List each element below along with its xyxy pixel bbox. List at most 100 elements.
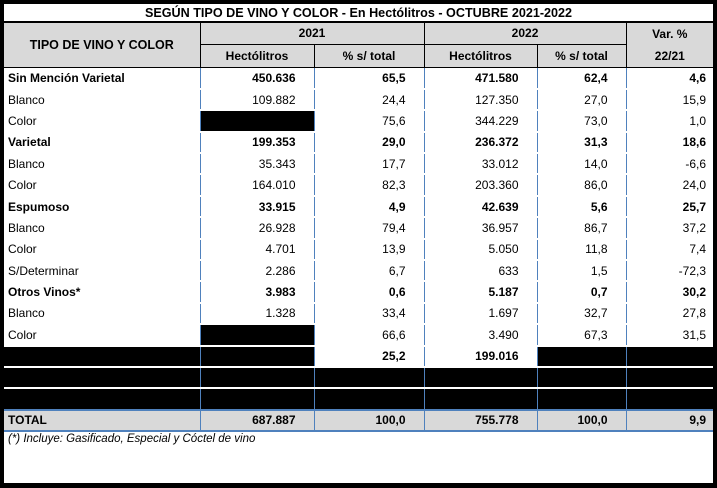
cell-pct-2021: 0,6 bbox=[314, 281, 425, 304]
total-hl-2022-cell: 755.778 bbox=[424, 409, 538, 433]
cell-hl-2021: 2.286 bbox=[200, 260, 315, 283]
cell-pct-2021: 75,6 bbox=[314, 110, 425, 133]
cell-pct-2021: 33,4 bbox=[314, 302, 425, 326]
cell-pct-2022: 86,7 bbox=[537, 217, 627, 240]
redacted-cell bbox=[200, 110, 315, 133]
table-row: Blanco 35.343 17,7 33.012 14,0 -6,6 bbox=[4, 153, 713, 176]
cell-hl-2021: 199.353 bbox=[200, 131, 315, 155]
row-label-cell: Espumoso bbox=[4, 195, 201, 219]
header-year-2022: 2022 bbox=[423, 23, 627, 45]
redacted-cell bbox=[537, 345, 627, 368]
cell-var-pct: 1,0 bbox=[626, 110, 713, 133]
cell-pct-2022: 14,0 bbox=[537, 153, 627, 176]
cell-hl-2022: 3.490 bbox=[424, 324, 538, 347]
table-row: Color 66,6 3.490 67,3 31,5 bbox=[4, 324, 713, 347]
cell-pct-2022: 1,5 bbox=[537, 260, 627, 283]
header-hectolitros-2021: Hectólitros bbox=[200, 43, 315, 69]
redacted-cell bbox=[4, 345, 201, 368]
table-row bbox=[4, 366, 713, 390]
total-row: TOTAL 687.887 100,0 755.778 100,0 9,9 bbox=[4, 409, 713, 433]
table-row: Otros Vinos* 3.983 0,6 5.187 0,7 30,2 bbox=[4, 281, 713, 304]
cell-pct-2021: 13,9 bbox=[314, 238, 425, 262]
cell-var-pct: -72,3 bbox=[626, 260, 713, 283]
cell-pct-2021: 66,6 bbox=[314, 324, 425, 347]
cell-pct-2021: 6,7 bbox=[314, 260, 425, 283]
cell-pct-2022: 27,0 bbox=[537, 88, 627, 112]
table-row: Espumoso 33.915 4,9 42.639 5,6 25,7 bbox=[4, 195, 713, 219]
cell-hl-2022: 633 bbox=[424, 260, 538, 283]
total-hl-2021-cell: 687.887 bbox=[200, 409, 315, 433]
cell-pct-2021: 25,2 bbox=[314, 345, 425, 368]
table-header: TIPO DE VINO Y COLOR 2021 2022 Var. % 22… bbox=[4, 23, 713, 69]
cell-pct-2021: 24,4 bbox=[314, 88, 425, 112]
cell-hl-2021: 450.636 bbox=[200, 67, 315, 90]
cell-hl-2022: 1.697 bbox=[424, 302, 538, 326]
redacted-cell bbox=[200, 388, 315, 411]
cell-pct-2022: 62,4 bbox=[537, 67, 627, 90]
redacted-cell bbox=[424, 366, 538, 390]
cell-var-pct: 27,8 bbox=[626, 302, 713, 326]
cell-hl-2022: 127.350 bbox=[424, 88, 538, 112]
redacted-cell bbox=[314, 366, 425, 390]
header-hectolitros-2022: Hectólitros bbox=[423, 43, 538, 69]
cell-hl-2022: 236.372 bbox=[424, 131, 538, 155]
cell-pct-2021: 65,5 bbox=[314, 67, 425, 90]
cell-pct-2021: 17,7 bbox=[314, 153, 425, 176]
header-pct-total-2021: % s/ total bbox=[313, 43, 425, 69]
row-label-cell: Color bbox=[4, 174, 201, 197]
row-label-cell: Color bbox=[4, 324, 201, 347]
row-label-cell: Blanco bbox=[4, 88, 201, 112]
table-row: Color 164.010 82,3 203.360 86,0 24,0 bbox=[4, 174, 713, 197]
cell-hl-2022: 199.016 bbox=[424, 345, 538, 368]
redacted-cell bbox=[4, 388, 201, 411]
table-row: 25,2 199.016 bbox=[4, 345, 713, 368]
row-label-cell: Blanco bbox=[4, 302, 201, 326]
total-body: TOTAL 687.887 100,0 755.778 100,0 9,9 bbox=[4, 409, 713, 433]
row-label-cell: Varietal bbox=[4, 131, 201, 155]
row-label-cell: Blanco bbox=[4, 217, 201, 240]
cell-hl-2022: 5.050 bbox=[424, 238, 538, 262]
cell-var-pct: 18,6 bbox=[626, 131, 713, 155]
table-row: Blanco 1.328 33,4 1.697 32,7 27,8 bbox=[4, 302, 713, 326]
row-label-cell: Blanco bbox=[4, 153, 201, 176]
cell-hl-2022: 42.639 bbox=[424, 195, 538, 219]
cell-pct-2022: 31,3 bbox=[537, 131, 627, 155]
cell-var-pct: 4,6 bbox=[626, 67, 713, 90]
header-var-pct: Var. % 22/21 bbox=[625, 23, 713, 68]
cell-pct-2022: 5,6 bbox=[537, 195, 627, 219]
redacted-cell bbox=[4, 366, 201, 390]
redacted-cell bbox=[200, 366, 315, 390]
table-row bbox=[4, 388, 713, 411]
redacted-cell bbox=[626, 345, 713, 368]
cell-pct-2022: 67,3 bbox=[537, 324, 627, 347]
row-label-cell: Otros Vinos* bbox=[4, 281, 201, 304]
redacted-cell bbox=[537, 388, 627, 411]
redacted-cell bbox=[200, 324, 315, 347]
cell-pct-2021: 82,3 bbox=[314, 174, 425, 197]
table-row: Blanco 109.882 24,4 127.350 27,0 15,9 bbox=[4, 88, 713, 112]
header-tipo-de-vino: TIPO DE VINO Y COLOR bbox=[4, 23, 201, 68]
cell-pct-2022: 0,7 bbox=[537, 281, 627, 304]
cell-var-pct: 31,5 bbox=[626, 324, 713, 347]
cell-pct-2021: 29,0 bbox=[314, 131, 425, 155]
cell-pct-2021: 79,4 bbox=[314, 217, 425, 240]
cell-hl-2021: 164.010 bbox=[200, 174, 315, 197]
table-row: Color 75,6 344.229 73,0 1,0 bbox=[4, 110, 713, 133]
cell-hl-2022: 36.957 bbox=[424, 217, 538, 240]
cell-hl-2021: 26.928 bbox=[200, 217, 315, 240]
cell-hl-2021: 109.882 bbox=[200, 88, 315, 112]
table-row: S/Determinar 2.286 6,7 633 1,5 -72,3 bbox=[4, 260, 713, 283]
cell-var-pct: 37,2 bbox=[626, 217, 713, 240]
row-label-cell: S/Determinar bbox=[4, 260, 201, 283]
cell-hl-2021: 3.983 bbox=[200, 281, 315, 304]
cell-pct-2022: 73,0 bbox=[537, 110, 627, 133]
header-var-sub: 22/21 bbox=[654, 49, 685, 63]
header-pct-total-2022: % s/ total bbox=[536, 43, 627, 69]
table-row: Blanco 26.928 79,4 36.957 86,7 37,2 bbox=[4, 217, 713, 240]
total-pct-2022-cell: 100,0 bbox=[537, 409, 627, 433]
cell-pct-2022: 86,0 bbox=[537, 174, 627, 197]
table-row: Varietal 199.353 29,0 236.372 31,3 18,6 bbox=[4, 131, 713, 155]
cell-hl-2022: 471.580 bbox=[424, 67, 538, 90]
cell-hl-2021: 1.328 bbox=[200, 302, 315, 326]
row-label-cell: Sin Mención Varietal bbox=[4, 67, 201, 90]
